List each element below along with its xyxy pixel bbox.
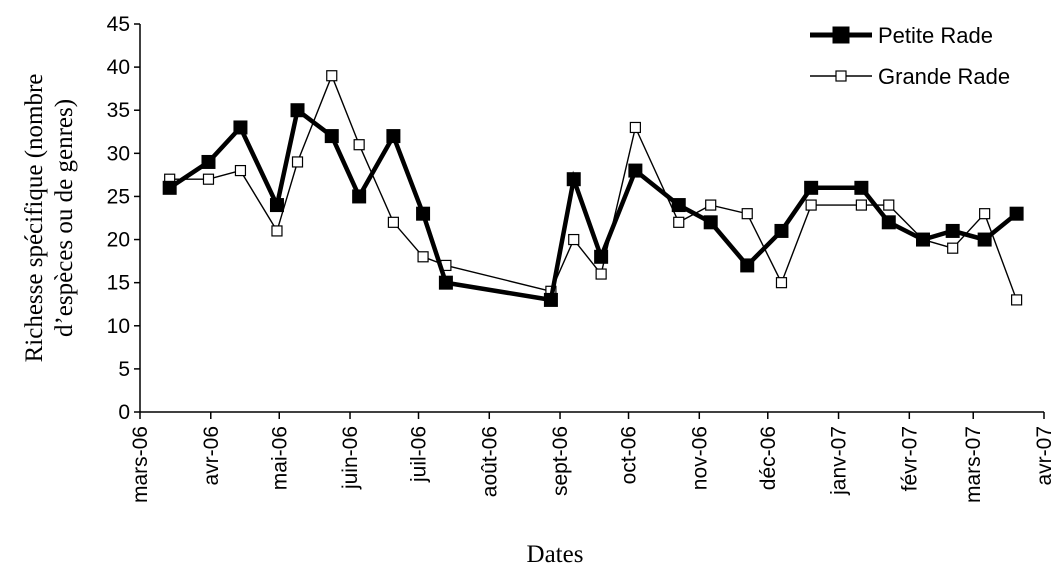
series-grande-rade xyxy=(164,70,1023,306)
data-point-petite-rade xyxy=(804,180,819,195)
data-point-petite-rade xyxy=(162,180,177,195)
data-point-petite-rade xyxy=(269,198,284,213)
data-point-petite-rade xyxy=(628,163,643,178)
data-point-petite-rade xyxy=(774,223,789,238)
data-point-petite-rade xyxy=(881,215,896,230)
y-tick-label: 0 xyxy=(118,401,130,424)
data-point-petite-rade xyxy=(566,172,581,187)
data-point-grande-rade xyxy=(705,199,717,211)
axes: 0 5 10 15 20 25 30 35 40 45 mars-06 avr-06 mai-06 ju… xyxy=(107,13,1052,503)
data-point-petite-rade xyxy=(290,103,305,118)
data-point-petite-rade xyxy=(703,215,718,230)
data-point-grande-rade xyxy=(271,225,283,237)
y-tick-label: 30 xyxy=(107,142,130,165)
data-point-petite-rade xyxy=(977,232,992,247)
data-point-grande-rade xyxy=(1011,294,1023,306)
x-tick-label: avr-07 xyxy=(1033,426,1052,486)
y-tick-label: 15 xyxy=(107,272,130,295)
data-point-grande-rade xyxy=(979,208,991,220)
x-axis-title: Dates xyxy=(527,541,584,568)
legend-item-petite-rade: Petite Rade xyxy=(810,23,993,48)
y-tick-label: 5 xyxy=(118,358,130,381)
data-point-grande-rade xyxy=(947,242,959,254)
x-tick-label: janv-07 xyxy=(828,426,851,496)
data-point-petite-rade xyxy=(416,206,431,221)
legend-marker-grande-rade xyxy=(835,70,847,82)
data-point-petite-rade xyxy=(671,198,686,213)
y-tick-label: 25 xyxy=(107,185,130,208)
legend-label-petite-rade: Petite Rade xyxy=(878,23,993,48)
x-tick-label: nov-06 xyxy=(688,426,711,490)
data-point-grande-rade xyxy=(855,199,867,211)
x-tick-label: juil-06 xyxy=(408,426,431,483)
x-tick-label: oct-06 xyxy=(618,426,641,484)
data-point-grande-rade xyxy=(741,208,753,220)
data-point-grande-rade xyxy=(595,268,607,280)
y-axis-title-line-1: Richesse spécifique (nombre xyxy=(21,74,48,363)
data-point-grande-rade xyxy=(291,156,304,168)
data-point-grande-rade xyxy=(883,199,895,211)
y-ticks: 0 5 10 15 20 25 30 35 40 45 xyxy=(107,13,140,424)
data-point-grande-rade xyxy=(202,173,215,185)
x-tick-label: avr-06 xyxy=(200,426,223,486)
data-point-petite-rade xyxy=(854,180,869,195)
data-point-petite-rade xyxy=(543,292,558,307)
y-tick-label: 35 xyxy=(107,99,130,122)
y-tick-label: 20 xyxy=(107,229,130,252)
y-tick-label: 45 xyxy=(107,13,130,36)
data-point-petite-rade xyxy=(1009,206,1024,221)
data-point-petite-rade xyxy=(233,120,248,135)
data-point-grande-rade xyxy=(417,251,429,263)
data-point-petite-rade xyxy=(324,129,339,144)
x-tick-label: mai-06 xyxy=(268,426,291,490)
data-point-grande-rade xyxy=(775,277,788,289)
data-point-grande-rade xyxy=(805,199,817,211)
data-point-petite-rade xyxy=(201,154,216,169)
x-tick-label: août-06 xyxy=(478,426,501,497)
x-tick-label: déc-06 xyxy=(757,426,780,490)
data-point-grande-rade xyxy=(568,233,580,246)
x-tick-label: févr-07 xyxy=(898,426,921,491)
data-point-grande-rade xyxy=(234,164,247,177)
data-point-grande-rade xyxy=(629,121,641,134)
legend-label-grande-rade: Grande Rade xyxy=(878,64,1010,89)
series-layer xyxy=(162,70,1024,307)
data-point-grande-rade xyxy=(326,70,338,82)
y-axis-title-line-2: d’espèces ou de genres) xyxy=(51,99,78,337)
data-point-petite-rade xyxy=(945,223,960,238)
legend-marker-petite-rade xyxy=(832,26,850,44)
data-point-grande-rade xyxy=(387,216,399,228)
x-tick-label: mars-06 xyxy=(129,426,152,503)
y-tick-label: 40 xyxy=(107,56,130,79)
x-tick-label: mars-07 xyxy=(962,426,985,503)
data-point-grande-rade xyxy=(353,139,365,151)
legend: Petite Rade Grande Rade xyxy=(810,23,1010,89)
data-point-petite-rade xyxy=(594,249,609,264)
data-point-petite-rade xyxy=(438,275,453,290)
data-point-grande-rade xyxy=(673,216,685,228)
x-tick-label: sept-06 xyxy=(549,426,572,496)
data-point-petite-rade xyxy=(352,189,367,204)
x-tick-label: juin-06 xyxy=(339,426,362,490)
data-point-petite-rade xyxy=(740,258,755,273)
series-petite-rade xyxy=(162,103,1024,307)
legend-item-grande-rade: Grande Rade xyxy=(810,64,1010,89)
y-tick-label: 10 xyxy=(107,315,130,338)
x-ticks: mars-06 avr-06 mai-06 juin-06 juil-06 août-06… xyxy=(129,412,1052,503)
data-point-petite-rade xyxy=(916,232,931,247)
data-point-petite-rade xyxy=(386,129,401,144)
